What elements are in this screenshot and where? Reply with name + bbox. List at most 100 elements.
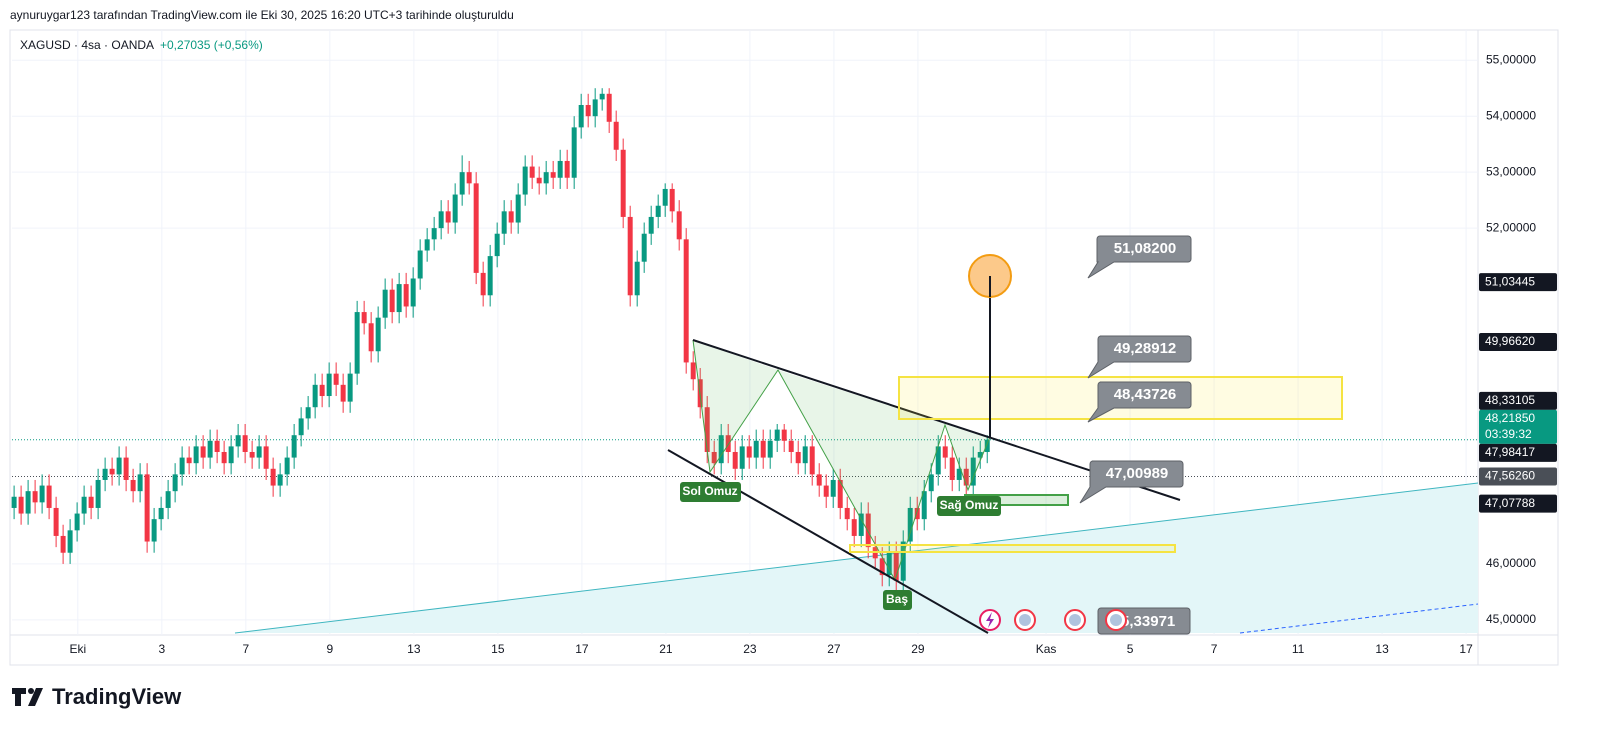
candle-body (753, 440, 759, 458)
candle-body (347, 373, 353, 402)
candle-body (200, 446, 206, 458)
candle-body (137, 474, 143, 492)
candle-body (291, 435, 297, 458)
candle-body (81, 496, 87, 514)
x-tick-label: 3 (158, 642, 165, 656)
candle-body (704, 407, 710, 452)
candle-body (53, 507, 59, 536)
x-tick-label: 21 (659, 642, 673, 656)
candle-body (662, 188, 668, 206)
event-icon-bolt (986, 612, 994, 628)
candle-body (466, 172, 472, 184)
candles (11, 88, 990, 592)
candle-body (67, 530, 73, 553)
candle-body (823, 485, 829, 497)
candle-body (396, 284, 402, 313)
candle-body (935, 446, 941, 475)
candle-body (102, 468, 108, 480)
candle-body (109, 468, 115, 475)
candle-body (781, 429, 787, 441)
candle-body (361, 312, 367, 324)
candle-body (515, 194, 521, 223)
candle-body (564, 160, 570, 178)
candle-body (305, 407, 311, 419)
x-tick-label: 5 (1127, 642, 1134, 656)
price-label-box (1479, 443, 1557, 462)
candle-body (732, 451, 738, 469)
candle-body (893, 552, 899, 581)
candle-body (970, 457, 976, 486)
candle-body (249, 451, 255, 458)
label-box (937, 496, 1001, 516)
candle-body (578, 104, 584, 128)
candle-body (39, 485, 45, 503)
x-tick-label: 15 (491, 642, 505, 656)
candle-body (235, 435, 241, 447)
candle-body (711, 451, 717, 464)
candle-body (172, 474, 178, 492)
candle-body (914, 507, 920, 520)
pattern-label: Baş (886, 592, 908, 606)
label-box (680, 482, 741, 502)
candle-body (88, 496, 94, 508)
candle-body (627, 216, 633, 296)
candle-body (368, 323, 374, 352)
price-label-box (1479, 494, 1557, 513)
candle-body (522, 166, 528, 195)
support-line (667, 449, 989, 634)
candle-body (620, 149, 626, 217)
credit: aynuruygar123 tarafından TradingView.com… (10, 8, 514, 22)
candle-body (277, 474, 283, 486)
price-label: 47,98417 (1485, 445, 1535, 459)
callout-box (1087, 381, 1192, 423)
logo: TradingView (12, 684, 182, 709)
candle-body (865, 513, 871, 548)
callout-box (1087, 235, 1192, 279)
symbol: XAGUSD · 4sa · OANDA (20, 38, 154, 52)
y-tick-label: 52,00000 (1486, 220, 1536, 234)
callout-text: 49,28912 (1114, 340, 1177, 357)
candle-body (501, 211, 507, 234)
candle-body (907, 507, 913, 542)
candle-body (634, 261, 640, 296)
candle-body (641, 233, 647, 262)
candle-body (403, 284, 409, 307)
candle-body (550, 172, 556, 178)
candle-body (774, 429, 780, 441)
x-tick-label: Eki (69, 642, 86, 656)
y-tick-label: 55,00000 (1486, 52, 1536, 66)
candle-body (669, 188, 675, 212)
price-label-box (1479, 409, 1557, 444)
candle-body (25, 491, 31, 514)
candle-body (536, 177, 542, 184)
candle-body (900, 541, 906, 581)
x-tick-label: 7 (1211, 642, 1218, 656)
candle-body (389, 289, 395, 313)
candle-body (830, 479, 836, 497)
candle-body (298, 418, 304, 436)
x-tick-label: 13 (407, 642, 421, 656)
candle-body (193, 446, 199, 464)
candle-body (214, 440, 220, 452)
candle-body (606, 93, 612, 122)
candle-body (151, 519, 157, 542)
price-label: 47,07788 (1485, 496, 1535, 510)
candle-body (116, 457, 122, 475)
candle-body (683, 239, 689, 363)
candle-body (46, 485, 52, 508)
candle-body (424, 239, 430, 251)
y-tick-label: 54,00000 (1486, 108, 1536, 122)
candle-body (543, 172, 549, 184)
candle-body (263, 446, 269, 469)
price-label-box (1479, 467, 1557, 486)
candle-body (60, 535, 66, 553)
candle-body (928, 474, 934, 492)
candle-body (32, 491, 38, 503)
pattern-label: Sol Omuz (682, 484, 737, 498)
callout-text: 45,33971 (1113, 613, 1176, 630)
candle-body (130, 479, 136, 492)
candle-body (816, 474, 822, 486)
price-label: 51,03445 (1485, 274, 1535, 288)
price-label: 47,56260 (1485, 469, 1535, 483)
candle-body (417, 250, 423, 279)
